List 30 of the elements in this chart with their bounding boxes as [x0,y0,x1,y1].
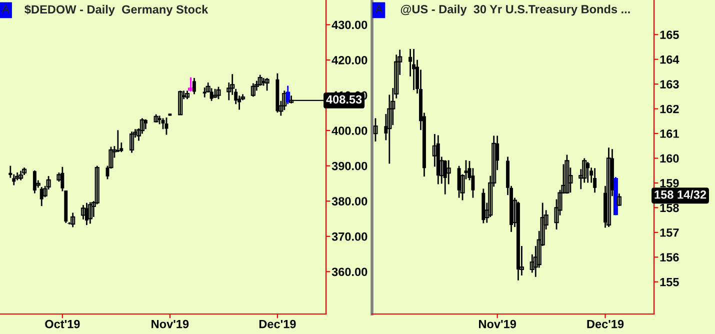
y-tick-label: 380.00 [332,197,368,206]
y-tick-label: 160 [660,154,679,163]
y-tick-label: 165 [660,30,679,40]
candlestick [216,86,221,100]
annotation: A [374,5,383,14]
y-tick-label: 162 [660,104,679,114]
x-tick-label: Dec'19 [587,320,624,328]
y-tick-label: 360.00 [332,268,368,276]
y-tick-label: 400.00 [332,126,368,135]
y-tick-label: 163 [660,80,679,88]
y-tick-label: 390.00 [332,162,368,170]
y-tick-label: 430.00 [332,20,368,30]
y-tick-label: 158 [660,204,679,212]
candlestick [168,112,172,116]
chart-title: $DEDOW - Daily Germany Stock [24,4,208,16]
y-tick-label: 156 [660,253,679,262]
y-tick-label: 370.00 [332,232,368,241]
y-tick-label: 164 [660,55,680,64]
y-tick-label: 161 [660,130,679,138]
chart-title: @US - Daily 30 Yr U.S.Treasury Bonds ... [400,4,630,16]
y-tick-label: 420.00 [332,56,368,64]
y-tick-label: 159 [660,178,679,188]
x-tick-label: Nov'19 [152,320,189,328]
x-tick-label: Nov'19 [479,320,516,328]
y-tick-label: 155 [660,278,679,286]
annotation: A [2,5,10,14]
x-tick-label: Dec'19 [259,320,296,328]
text: 158 14/32 [654,190,706,199]
y-tick-label: 157 [660,228,679,237]
x-tick-label: Oct'19 [45,320,80,328]
